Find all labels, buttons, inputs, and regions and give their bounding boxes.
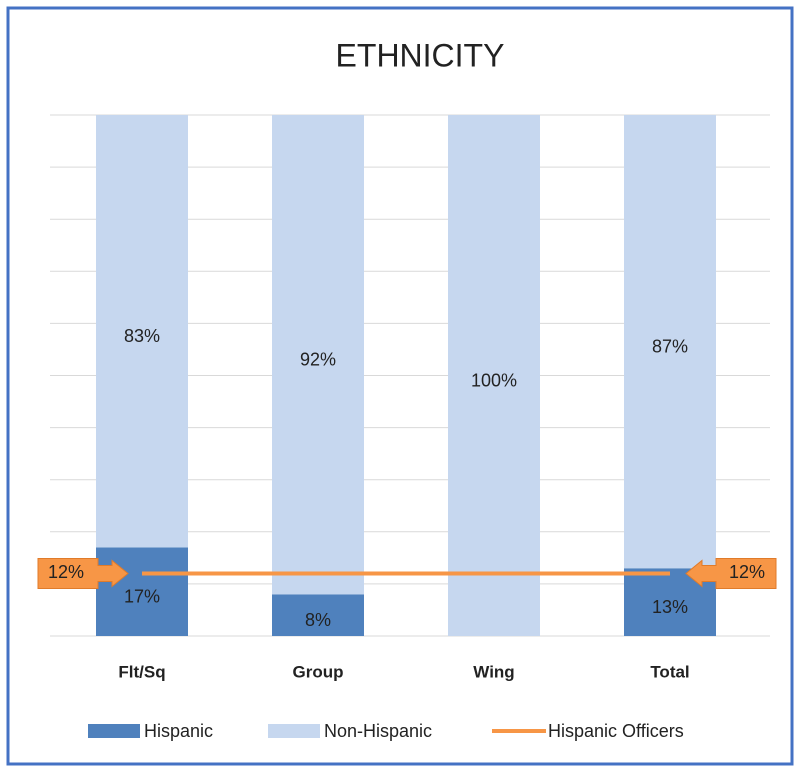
data-label: 92% [300, 349, 336, 369]
legend-label: Hispanic Officers [548, 721, 684, 741]
legend-label: Hispanic [144, 721, 213, 741]
data-label: 8% [305, 610, 331, 630]
data-label: 17% [124, 586, 160, 606]
x-tick-label: Total [650, 662, 689, 681]
bar-segment [96, 547, 188, 636]
x-tick-label: Group [293, 662, 344, 681]
data-label: 83% [124, 326, 160, 346]
callout [37, 557, 129, 589]
bar-segment [272, 594, 364, 636]
data-label: 100% [471, 370, 517, 390]
legend: Hispanic Non-Hispanic Hispanic Officers [88, 721, 684, 741]
labels: Flt/Sq Group Wing Total 17% 83% 8% 92% 100% 13% 87… [37, 326, 777, 681]
data-label: 87% [652, 336, 688, 356]
legend-swatch [268, 724, 320, 738]
callout [685, 557, 777, 589]
data-label: 13% [652, 597, 688, 617]
legend-swatch [88, 724, 140, 738]
chart-title: ETHNICITY [336, 37, 505, 73]
bar-segment [272, 115, 364, 595]
data-label: 12% [48, 562, 84, 582]
data-label: 12% [729, 562, 765, 582]
bar-segment [448, 115, 540, 636]
x-tick-label: Wing [473, 662, 514, 681]
bar-segment [624, 115, 716, 569]
bars [96, 115, 716, 636]
bar-segment [96, 115, 188, 548]
x-tick-label: Flt/Sq [118, 662, 165, 681]
legend-label: Non-Hispanic [324, 721, 432, 741]
